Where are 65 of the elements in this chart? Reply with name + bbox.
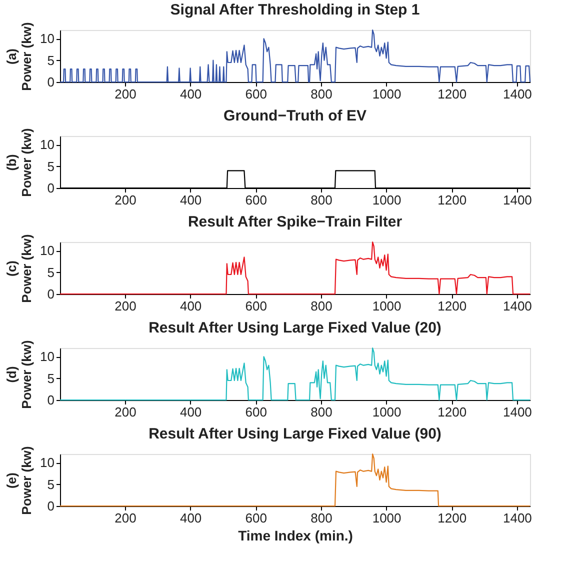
x-tick-label: 400 xyxy=(180,192,202,208)
y-tick-label: 0 xyxy=(47,74,54,90)
line-series xyxy=(59,29,531,83)
x-tick-label: 1200 xyxy=(438,404,467,420)
y-tick-label: 0 xyxy=(47,392,54,408)
x-tick-label: 200 xyxy=(114,86,136,102)
y-tick-label: 10 xyxy=(40,455,54,470)
x-tick-label: 200 xyxy=(114,404,136,420)
chart-title: Ground−Truth of EV xyxy=(224,108,366,125)
y-tick-label: 5 xyxy=(47,264,54,280)
x-tick-label: 600 xyxy=(245,510,267,526)
x-tick-label: 1400 xyxy=(502,86,532,102)
x-tick-label: 800 xyxy=(310,404,332,420)
x-tick-label: 600 xyxy=(245,192,267,208)
y-tick-label: 10 xyxy=(40,31,54,46)
line-series xyxy=(59,347,531,401)
y-axis-title: (a) Power (kw) xyxy=(4,22,34,91)
y-tick-label: 0 xyxy=(47,180,54,196)
chart-title: Result After Using Large Fixed Value (90) xyxy=(148,426,442,443)
x-tick-label: 1200 xyxy=(438,298,467,314)
y-axis-title: (b) Power (kw) xyxy=(4,128,34,197)
y-tick-label: 0 xyxy=(47,286,54,302)
y-tick-label: 10 xyxy=(40,349,54,364)
x-tick-label: 400 xyxy=(180,86,202,102)
x-tick-label: 800 xyxy=(310,298,332,314)
x-tick-label: 1200 xyxy=(438,192,467,208)
x-tick-label: 1000 xyxy=(372,298,402,314)
y-tick-label: 0 xyxy=(47,498,54,514)
x-tick-label: 600 xyxy=(245,86,267,102)
y-tick-label: 5 xyxy=(47,370,54,386)
x-tick-label: 1000 xyxy=(372,192,402,208)
x-tick-label: 600 xyxy=(245,404,267,420)
y-tick-label: 10 xyxy=(40,137,54,152)
y-axis-title: (c) Power (kw) xyxy=(4,234,34,303)
x-tick-label: 1000 xyxy=(372,86,402,102)
x-tick-label: 200 xyxy=(114,192,136,208)
x-tick-label: 1400 xyxy=(502,192,532,208)
x-tick-label: 800 xyxy=(310,510,332,526)
x-tick-label: 1200 xyxy=(438,510,467,526)
y-tick-label: 5 xyxy=(47,476,54,492)
x-tick-label: 1400 xyxy=(502,510,532,526)
x-tick-label: 1400 xyxy=(502,404,532,420)
y-tick-label: 5 xyxy=(47,158,54,174)
y-tick-label: 10 xyxy=(40,243,54,258)
x-axis-title: Time Index (min.) xyxy=(238,528,353,544)
line-series xyxy=(59,453,531,507)
y-axis-title: (d) Power (kw) xyxy=(4,340,34,409)
y-axis-title: (e) Power (kw) xyxy=(4,446,34,515)
line-series xyxy=(59,241,531,295)
chart-title: Result After Spike−Train Filter xyxy=(188,214,402,231)
x-tick-label: 1000 xyxy=(372,404,402,420)
x-tick-label: 1000 xyxy=(372,510,402,526)
chart-title: Result After Using Large Fixed Value (20) xyxy=(148,320,442,337)
x-tick-label: 800 xyxy=(310,192,332,208)
x-tick-label: 200 xyxy=(114,298,136,314)
x-tick-label: 400 xyxy=(180,404,202,420)
x-tick-label: 1200 xyxy=(438,86,467,102)
x-tick-label: 600 xyxy=(245,298,267,314)
x-tick-label: 400 xyxy=(180,510,202,526)
x-tick-label: 1400 xyxy=(502,298,532,314)
chart-title: Signal After Thresholding in Step 1 xyxy=(170,2,420,19)
x-tick-label: 800 xyxy=(310,86,332,102)
y-tick-label: 5 xyxy=(47,52,54,68)
x-tick-label: 400 xyxy=(180,298,202,314)
x-tick-label: 200 xyxy=(114,510,136,526)
